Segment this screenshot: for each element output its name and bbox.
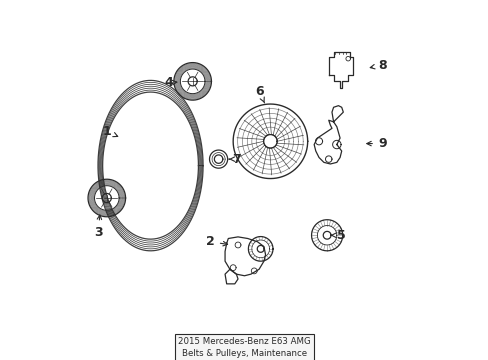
Text: 2015 Mercedes-Benz E63 AMG
Belts & Pulleys, Maintenance: 2015 Mercedes-Benz E63 AMG Belts & Pulle…	[178, 337, 310, 358]
Text: 7: 7	[229, 153, 240, 166]
Text: 9: 9	[366, 137, 386, 150]
Circle shape	[264, 136, 276, 147]
Text: 1: 1	[102, 125, 118, 138]
Text: 4: 4	[163, 76, 177, 90]
Text: 6: 6	[254, 85, 264, 103]
Text: 5: 5	[331, 229, 346, 242]
Text: 3: 3	[94, 215, 102, 239]
Text: 2: 2	[205, 235, 227, 248]
Text: 8: 8	[369, 59, 386, 72]
